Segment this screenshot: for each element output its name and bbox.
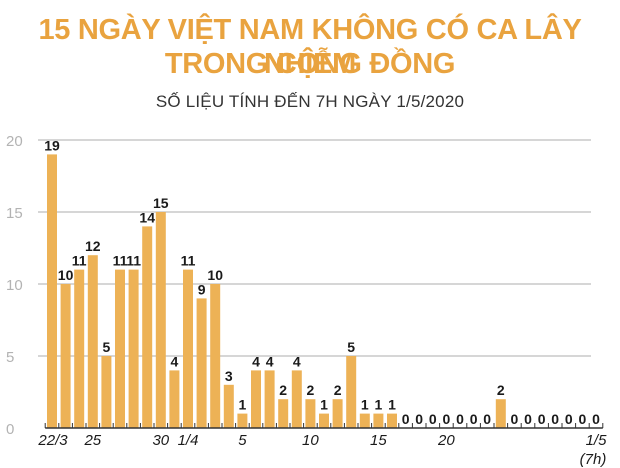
value-label: 1 [320, 397, 328, 413]
bar [142, 226, 153, 428]
value-label: 0 [579, 411, 587, 427]
value-label: 4 [171, 353, 179, 369]
bar [278, 399, 289, 428]
value-label: 0 [443, 411, 451, 427]
x-axis [44, 423, 604, 429]
bar [115, 269, 125, 428]
bar [237, 413, 248, 428]
bar [332, 399, 343, 428]
bar [196, 298, 207, 428]
value-label: 9 [198, 281, 206, 297]
bar [183, 269, 193, 428]
value-label: 0 [456, 411, 464, 427]
value-label: 0 [402, 411, 410, 427]
bar [305, 399, 316, 428]
bar [210, 284, 221, 428]
y-tick-label: 5 [6, 349, 14, 366]
x-tick-sublabel: (7h) [580, 451, 607, 468]
value-label: 10 [58, 267, 74, 283]
bar [359, 413, 370, 428]
value-label: 0 [565, 411, 573, 427]
bar [495, 399, 506, 428]
bar [291, 370, 302, 428]
bar [387, 413, 397, 428]
value-label: 0 [483, 411, 491, 427]
value-label: 5 [103, 339, 111, 355]
value-label: 2 [279, 382, 287, 398]
value-label: 1 [388, 397, 396, 413]
value-label: 12 [85, 238, 101, 254]
y-tick-label: 10 [6, 277, 23, 294]
bars [47, 154, 506, 428]
value-label: 10 [207, 267, 223, 283]
value-label: 0 [538, 411, 546, 427]
bar [319, 413, 329, 428]
value-label: 0 [415, 411, 423, 427]
value-label: 4 [252, 353, 260, 369]
x-tick-label: 1/4 [178, 432, 199, 449]
x-tick-label: 10 [302, 432, 319, 449]
chart-title-line-2: TRONG CỘNG ĐỒNG [164, 48, 456, 80]
value-label: 1 [361, 397, 369, 413]
bar [47, 154, 57, 428]
bar [128, 269, 139, 428]
bar [169, 370, 180, 428]
value-label: 4 [293, 353, 301, 369]
x-tick-label: 15 [370, 432, 387, 449]
bar [101, 356, 112, 428]
value-label: 0 [592, 411, 600, 427]
value-label: 1 [375, 397, 383, 413]
bar [155, 212, 166, 428]
bar [87, 255, 98, 428]
bar [74, 269, 85, 428]
value-label: 14 [139, 209, 155, 225]
value-label: 11 [181, 253, 196, 269]
chart-title-line-1: 15 NGÀY VIỆT NAM KHÔNG CÓ CA LÂY NHIỄM [38, 14, 582, 80]
value-label: 19 [44, 137, 60, 153]
bar [223, 384, 234, 428]
value-label: 0 [511, 411, 519, 427]
bar [60, 284, 71, 428]
bar [346, 356, 357, 428]
x-tick-label: 5 [238, 432, 247, 449]
bar [264, 370, 275, 428]
value-label: 0 [470, 411, 478, 427]
chart-subtitle: SỐ LIỆU TÍNH ĐẾN 7H NGÀY 1/5/2020 [155, 92, 465, 111]
value-label: 2 [307, 382, 315, 398]
y-tick-label: 0 [6, 421, 14, 438]
value-label: 1 [239, 397, 247, 413]
value-label: 0 [524, 411, 532, 427]
value-label: 2 [497, 382, 505, 398]
value-label: 0 [551, 411, 559, 427]
x-axis-tick-labels: 22/3 25 30 1/4 5 10 15 20 1/5 (7h) [37, 432, 607, 468]
y-axis-tick-labels: 0 5 10 15 20 [6, 133, 23, 438]
y-tick-label: 15 [6, 205, 23, 222]
y-tick-label: 20 [6, 133, 23, 150]
bar [373, 413, 384, 428]
x-tick-label: 25 [83, 432, 101, 449]
x-tick-label: 30 [152, 432, 169, 449]
x-tick-label: 1/5 [586, 432, 608, 449]
value-label: 11 [113, 253, 128, 269]
value-label: 5 [347, 339, 355, 355]
value-label: 4 [266, 353, 274, 369]
x-tick-label: 22/3 [37, 432, 68, 449]
x-tick-label: 20 [437, 432, 455, 449]
bar [251, 370, 261, 428]
value-label: 0 [429, 411, 437, 427]
value-label: 3 [225, 368, 233, 384]
value-label: 11 [72, 253, 87, 269]
value-label: 15 [153, 195, 169, 211]
value-label: 11 [126, 253, 141, 269]
value-label: 2 [334, 382, 342, 398]
